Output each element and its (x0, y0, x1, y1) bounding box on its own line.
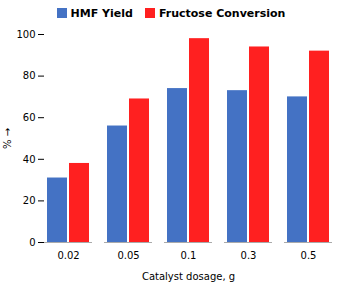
svg-text:80: 80 (23, 70, 36, 81)
svg-text:0.1: 0.1 (181, 250, 197, 261)
svg-text:20: 20 (23, 195, 36, 206)
svg-text:100: 100 (16, 29, 35, 40)
html-text:HMF Yield: HMF Yield (70, 6, 133, 20)
html-text:Fructose Conversion: Fructose Conversion (158, 6, 286, 20)
svg-text:% →: % → (2, 128, 13, 149)
svg-text:40: 40 (23, 154, 36, 165)
svg-text:0.05: 0.05 (117, 250, 139, 261)
svg-text:0.3: 0.3 (241, 250, 257, 261)
svg-text:60: 60 (23, 112, 36, 123)
svg-text:Catalyst dosage, g: Catalyst dosage, g (142, 271, 235, 282)
svg-text:0.5: 0.5 (301, 250, 317, 261)
svg-text:0: 0 (29, 237, 35, 248)
svg-text:0.02: 0.02 (57, 250, 79, 261)
